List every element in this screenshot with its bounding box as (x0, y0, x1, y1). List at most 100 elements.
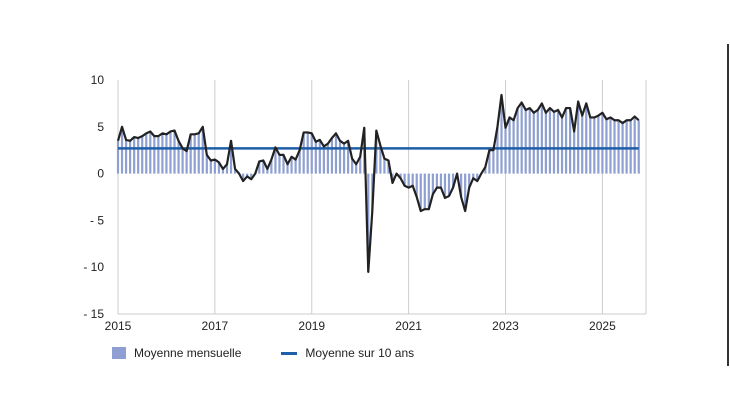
monthly-bar (419, 173, 422, 212)
monthly-bar (569, 108, 572, 174)
monthly-bar (629, 120, 632, 174)
monthly-bar (153, 136, 156, 174)
monthly-bar (205, 154, 208, 174)
monthly-bar (342, 143, 346, 174)
monthly-bar (161, 133, 164, 174)
monthly-bar (282, 154, 285, 174)
monthly-bar (355, 164, 358, 174)
monthly-bar (129, 140, 132, 174)
monthly-bar (593, 117, 596, 174)
monthly-bar (367, 173, 370, 272)
monthly-bar (322, 146, 325, 174)
monthly-bar (540, 103, 543, 174)
x-tick-label: 2023 (492, 319, 519, 333)
monthly-bar (326, 143, 330, 174)
monthly-bar (492, 150, 495, 174)
monthly-bar (193, 134, 196, 174)
monthly-bar (221, 168, 225, 174)
monthly-bar (246, 173, 249, 177)
monthly-bar (637, 120, 640, 174)
monthly-bar (516, 108, 519, 174)
monthly-bar (298, 150, 301, 174)
monthly-bar (468, 173, 471, 188)
monthly-bar (597, 115, 600, 174)
monthly-bar (141, 136, 144, 174)
monthly-bar (334, 133, 338, 174)
y-tick-label: - 15 (83, 307, 104, 321)
monthly-bar (229, 140, 233, 174)
monthly-bar (508, 117, 511, 174)
monthly-bar (484, 167, 487, 174)
monthly-bar (407, 173, 410, 188)
monthly-bar (157, 136, 160, 174)
monthly-bar (589, 117, 592, 174)
monthly-bar (560, 117, 564, 174)
monthly-bar (520, 102, 523, 174)
monthly-bar (120, 126, 124, 174)
x-tick-label: 2015 (105, 319, 132, 333)
monthly-bar (306, 132, 309, 174)
monthly-bar (338, 140, 342, 174)
x-tick-label: 2017 (202, 319, 229, 333)
monthly-bar (197, 133, 200, 174)
monthly-bar (431, 173, 434, 195)
x-tick-label: 2025 (589, 319, 616, 333)
monthly-bar (262, 160, 265, 174)
monthly-bar (564, 108, 568, 174)
monthly-bar (427, 173, 430, 210)
monthly-bar (488, 150, 491, 174)
monthly-bar (290, 156, 293, 174)
monthly-bar (201, 126, 204, 174)
monthly-bar (544, 112, 547, 174)
legend-item-monthly: Moyenne mensuelle (112, 346, 241, 360)
monthly-bar (258, 161, 261, 174)
monthly-bar (330, 138, 334, 174)
monthly-bar (116, 140, 120, 174)
x-tick-label: 2021 (395, 319, 422, 333)
y-tick-label: - 5 (90, 213, 104, 227)
monthly-bar (250, 173, 253, 180)
monthly-bar (601, 112, 604, 174)
monthly-bar (552, 111, 556, 174)
monthly-bar (213, 159, 216, 174)
monthly-line-layer (116, 93, 640, 273)
legend: Moyenne mensuelle Moyenne sur 10 ans (112, 346, 454, 360)
monthly-bar (294, 159, 297, 174)
monthly-bar (423, 173, 426, 210)
monthly-bar (625, 120, 628, 174)
legend-swatch-line (281, 351, 298, 355)
monthly-bar (605, 119, 608, 174)
monthly-bar (217, 162, 221, 174)
right-divider (727, 44, 729, 366)
monthly-bar (532, 112, 535, 174)
monthly-bar (451, 173, 455, 188)
monthly-bar (318, 139, 321, 174)
monthly-bar (573, 131, 576, 174)
monthly-bar (209, 160, 212, 174)
monthly-bar (435, 173, 438, 188)
monthly-bar (379, 145, 382, 174)
monthly-bar (524, 109, 527, 174)
legend-label-average: Moyenne sur 10 ans (305, 346, 415, 360)
monthly-bar (411, 173, 414, 186)
monthly-bar (439, 173, 443, 188)
y-tick-label: 0 (97, 167, 104, 181)
monthly-bar (528, 108, 531, 174)
monthly-bar (346, 140, 350, 174)
monthly-bar (177, 140, 180, 174)
monthly-bar (233, 168, 237, 174)
monthly-bar (310, 133, 313, 174)
monthly-bar (577, 101, 580, 174)
monthly-bar (399, 173, 402, 179)
monthly-bar (278, 154, 281, 174)
monthly-bar (383, 158, 386, 174)
y-tick-label: - 10 (83, 260, 104, 274)
monthly-bar (189, 134, 192, 174)
bars-layer (116, 94, 640, 272)
monthly-bar (387, 160, 390, 174)
monthly-bar (460, 173, 463, 197)
monthly-bar (581, 115, 584, 174)
monthly-bar (443, 173, 447, 198)
